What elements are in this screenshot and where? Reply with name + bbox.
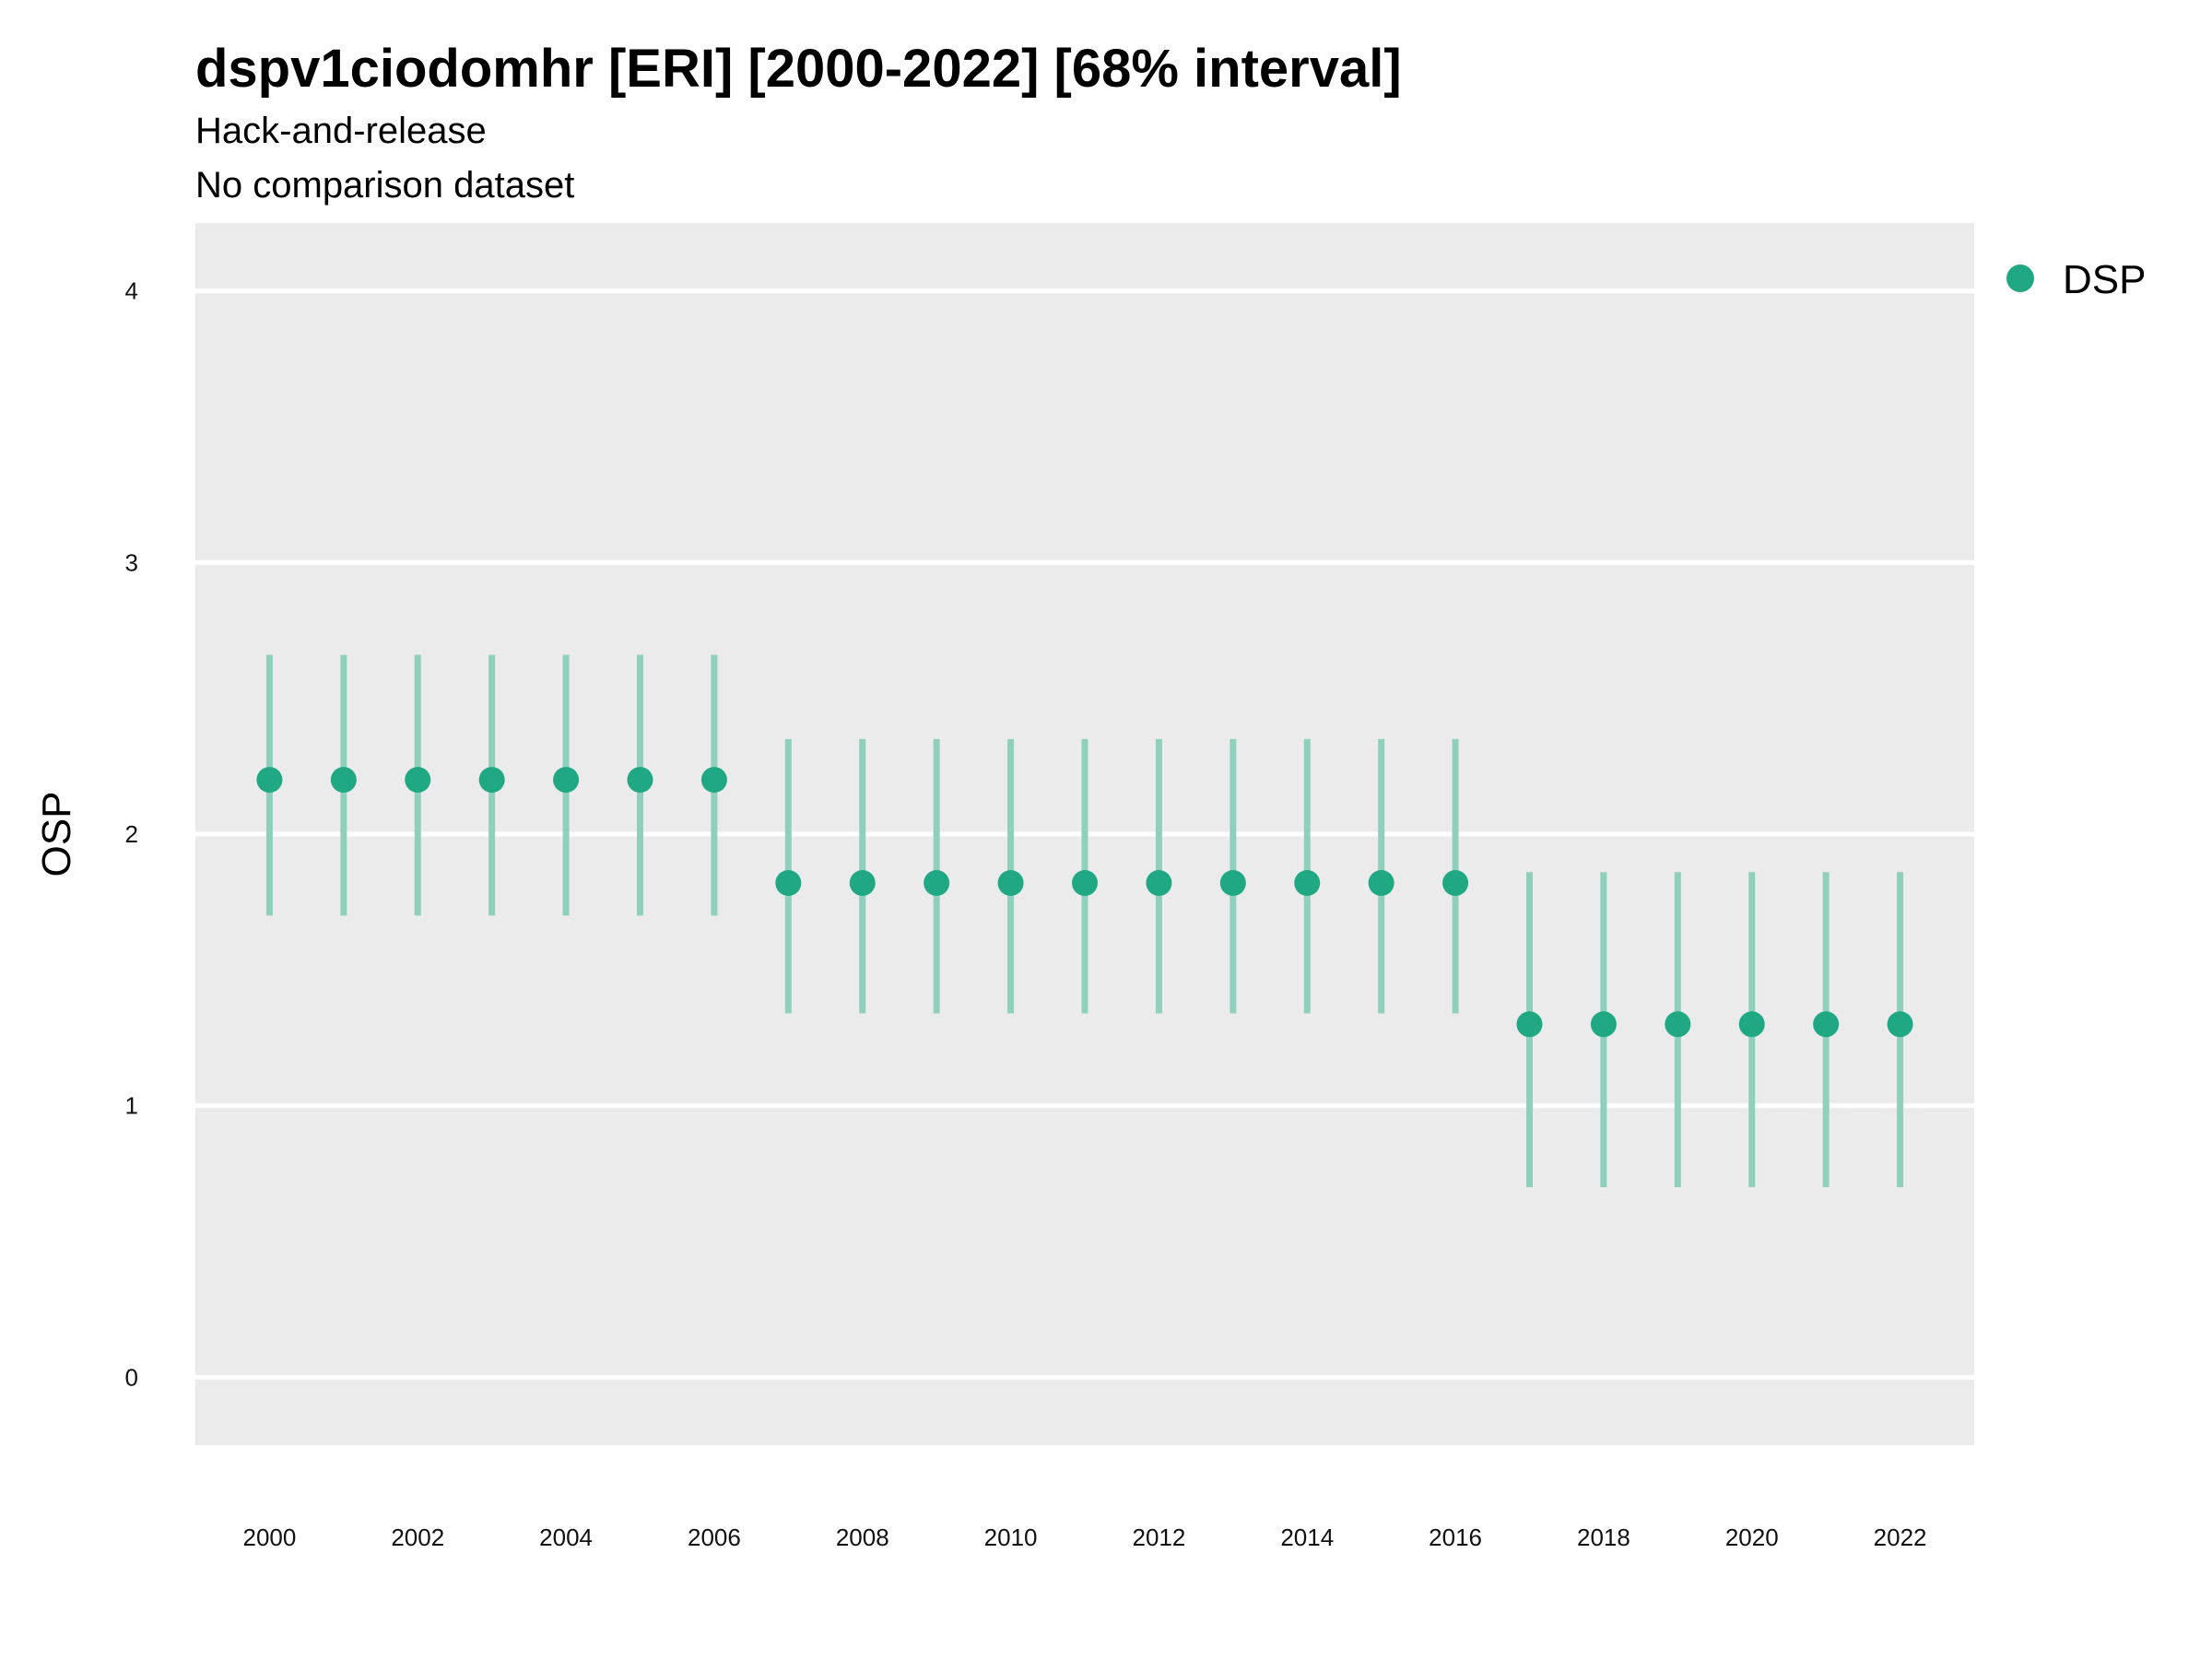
chart-subtitle-2: No comparison dataset: [195, 165, 574, 206]
legend-label-dsp: DSP: [2063, 257, 2146, 302]
x-tick-label: 2018: [1577, 1524, 1630, 1551]
legend-swatch-dsp: [2006, 265, 2034, 292]
data-points: [256, 767, 1913, 1038]
data-point: [1590, 1011, 1617, 1038]
legend: DSP: [2006, 257, 2146, 302]
data-point: [775, 870, 802, 897]
y-tick-label: 1: [125, 1092, 138, 1120]
data-point: [256, 767, 283, 794]
data-point: [1368, 870, 1394, 897]
data-point: [1146, 870, 1172, 897]
x-tick-label: 2004: [539, 1524, 593, 1551]
y-axis-ticks: 0 1 2 3 4: [125, 277, 138, 1392]
x-tick-label: 2012: [1132, 1524, 1185, 1551]
data-point: [1442, 870, 1469, 897]
data-point: [924, 870, 950, 897]
x-tick-label: 2008: [836, 1524, 889, 1551]
x-tick-label: 2000: [242, 1524, 296, 1551]
chart-title: dspv1ciodomhr [ERI] [2000-2022] [68% int…: [195, 39, 1402, 99]
data-point: [1294, 870, 1321, 897]
data-point: [849, 870, 876, 897]
data-point: [405, 767, 431, 794]
x-tick-label: 2010: [984, 1524, 1038, 1551]
data-point: [1813, 1011, 1840, 1038]
y-tick-label: 4: [125, 277, 138, 305]
y-axis-label: OSP: [34, 792, 79, 877]
x-axis-ticks: 2000 2002 2004 2006 2008 2010 2012 2014 2016 2018…: [242, 1524, 1926, 1551]
data-point: [700, 767, 727, 794]
chart-subtitle-1: Hack-and-release: [195, 111, 487, 151]
x-tick-label: 2002: [391, 1524, 444, 1551]
data-point: [997, 870, 1024, 897]
data-point: [1665, 1011, 1691, 1038]
x-tick-label: 2022: [1874, 1524, 1927, 1551]
x-tick-label: 2014: [1280, 1524, 1334, 1551]
y-tick-label: 3: [125, 548, 138, 576]
data-point: [627, 767, 653, 794]
y-tick-label: 2: [125, 820, 138, 848]
data-point: [1219, 870, 1246, 897]
x-tick-label: 2016: [1429, 1524, 1482, 1551]
data-point: [1072, 870, 1098, 897]
data-point: [1738, 1011, 1765, 1038]
data-point: [330, 767, 357, 794]
data-point: [553, 767, 580, 794]
data-point: [478, 767, 505, 794]
data-point: [1516, 1011, 1543, 1038]
y-tick-label: 0: [125, 1363, 138, 1391]
x-tick-label: 2006: [688, 1524, 741, 1551]
x-tick-label: 2020: [1725, 1524, 1779, 1551]
data-point: [1887, 1011, 1913, 1038]
